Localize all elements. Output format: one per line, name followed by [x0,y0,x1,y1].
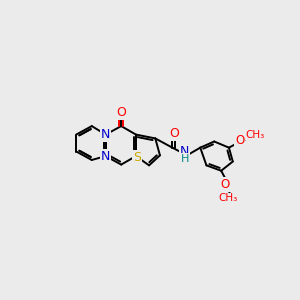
Text: N: N [180,145,189,158]
Text: N: N [101,128,110,141]
Text: S: S [133,151,141,164]
Text: O: O [235,134,244,147]
Text: O: O [220,178,230,191]
Text: CH₃: CH₃ [246,130,265,140]
Text: H: H [181,154,189,164]
Text: N: N [101,150,110,163]
Text: O: O [116,106,126,119]
Text: CH₃: CH₃ [218,194,238,203]
Text: O: O [170,127,180,140]
